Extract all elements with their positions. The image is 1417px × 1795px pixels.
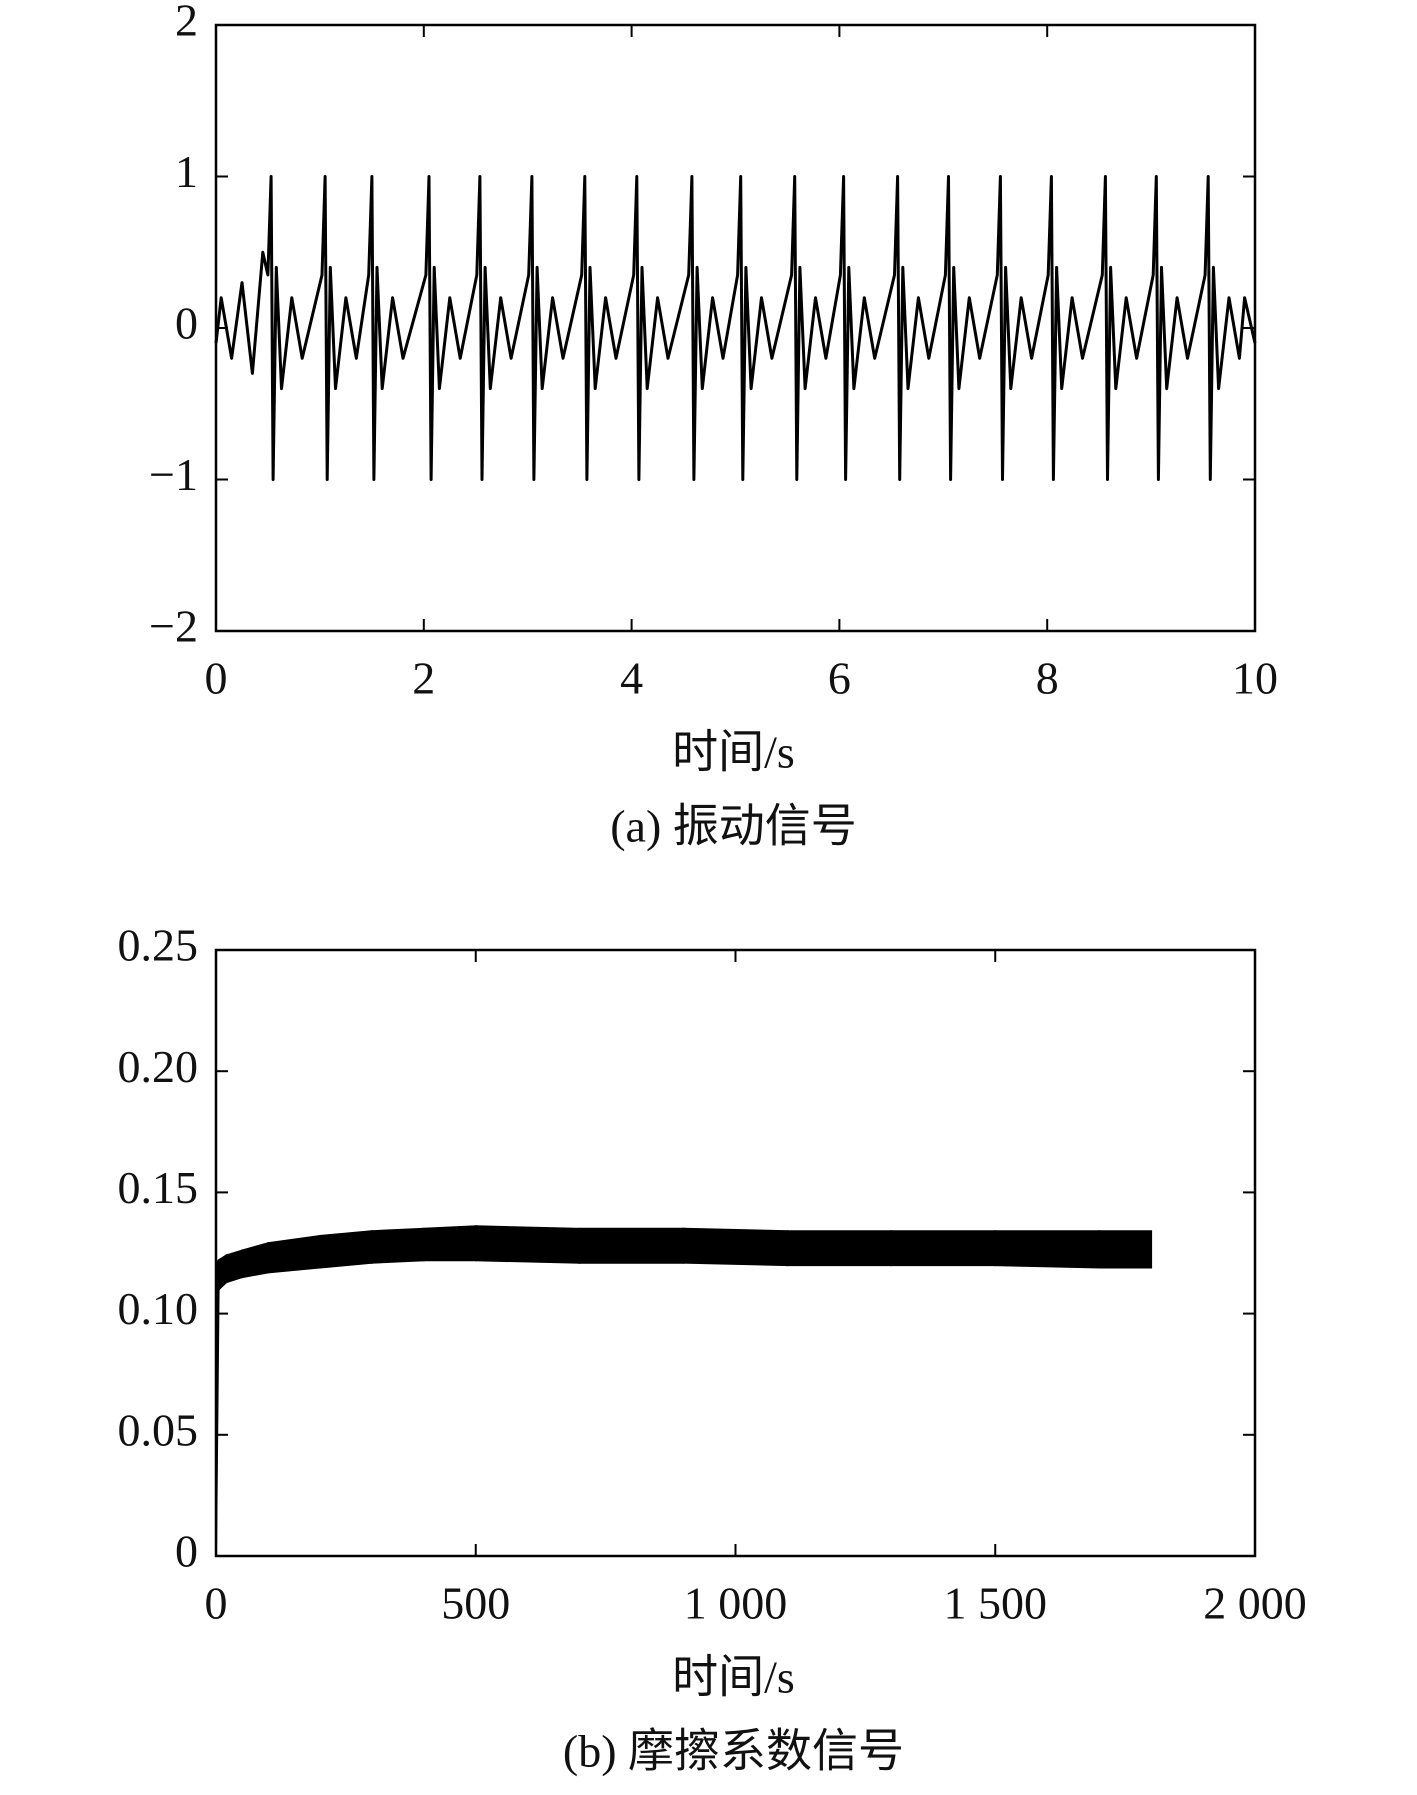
y-tick-label: 0 (175, 1526, 198, 1577)
x-tick-label: 0 (205, 653, 228, 704)
y-tick-label: −2 (149, 601, 198, 652)
signal-line (214, 175, 1257, 481)
x-tick-label: 10 (1232, 653, 1278, 704)
x-tick-label: 2 000 (1203, 1578, 1307, 1629)
signal-band (1098, 1230, 1153, 1269)
y-tick-label: 0.25 (118, 920, 199, 971)
signal-band (422, 1225, 477, 1262)
x-tick-label: 2 (412, 653, 435, 704)
x-tick-label: 1 500 (944, 1578, 1048, 1629)
x-axis-label: 时间/s (672, 1652, 795, 1703)
caption: (b) 摩擦系数信号 (563, 1726, 904, 1777)
y-tick-label: 2 (175, 0, 198, 46)
y-tick-label: 0.10 (118, 1283, 199, 1334)
signal-band (474, 1225, 581, 1264)
y-tick-label: 0 (175, 298, 198, 349)
x-tick-label: 500 (441, 1578, 510, 1629)
y-tick-label: 1 (175, 146, 198, 197)
caption: (a) 振动信号 (610, 801, 857, 852)
signal-band (217, 1253, 228, 1292)
signal-band (266, 1234, 321, 1274)
signal-band (786, 1230, 893, 1267)
y-tick-label: −1 (149, 449, 198, 500)
signal-band (682, 1227, 789, 1267)
signal-band (241, 1241, 269, 1279)
x-tick-label: 8 (1036, 653, 1059, 704)
x-tick-label: 1 000 (684, 1578, 788, 1629)
signal-band (225, 1249, 243, 1284)
signal-band (890, 1230, 997, 1267)
signal-band (318, 1230, 373, 1269)
signal-band (370, 1227, 425, 1264)
y-tick-label: 0.05 (118, 1404, 199, 1455)
y-tick-label: 0.15 (118, 1162, 199, 1213)
y-tick-label: 0.20 (118, 1041, 199, 1092)
signal-band (994, 1230, 1101, 1269)
x-tick-label: 0 (205, 1578, 228, 1629)
x-axis-label: 时间/s (672, 727, 795, 778)
signal-band (578, 1227, 685, 1264)
x-tick-label: 4 (620, 653, 643, 704)
x-tick-label: 6 (828, 653, 851, 704)
